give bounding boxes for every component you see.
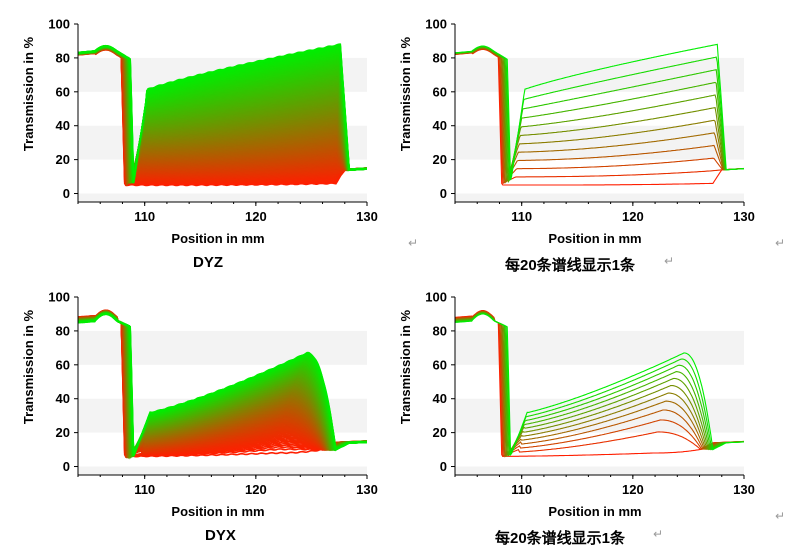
y-tick-label: 60 [56,357,70,372]
caption-dyx: DYX [205,527,236,544]
y-tick-label: 0 [440,459,447,474]
return-mark: ↵ [775,509,786,523]
y-axis-label: Transmission in % [398,309,413,424]
series-line [455,48,744,186]
series-line [455,47,744,183]
y-tick-label: 0 [440,186,447,201]
y-tick-label: 60 [56,84,70,99]
series-line [455,47,744,181]
chart-dyz-sub: 0 20 40 60 80 100 110 120 130 Position in mm Trans… [398,17,755,247]
y-axis-label: Transmission in % [21,309,36,424]
x-tick-label: 120 [622,209,644,224]
y-tick-label: 0 [63,186,70,201]
y-tick-label: 80 [56,50,70,65]
caption-dyz: DYZ [193,254,223,271]
return-mark: ↵ [775,236,786,250]
series-line [455,311,744,457]
y-tick-label: 100 [48,290,70,305]
return-mark: ↵ [653,527,664,541]
y-tick-label: 20 [433,425,447,440]
x-tick-label: 110 [134,482,155,497]
series-line [455,310,744,457]
x-tick-label: 110 [511,209,532,224]
return-mark: ↵ [408,236,419,250]
x-tick-label: 130 [733,482,755,497]
y-tick-label: 100 [48,17,70,32]
y-tick-label: 80 [433,323,447,338]
series-group [455,310,744,458]
grid-band [455,159,744,194]
y-tick-label: 40 [56,118,70,133]
y-tick-label: 40 [56,391,70,406]
y-tick-label: 20 [433,152,447,167]
series-line [78,313,367,458]
y-tick-label: 60 [433,84,447,99]
y-tick-label: 40 [433,391,447,406]
x-axis-label: Position in mm [171,504,264,519]
y-tick-label: 0 [63,459,70,474]
y-tick-label: 80 [56,323,70,338]
y-tick-label: 20 [56,152,70,167]
chart-dyx-all: 0 20 40 60 80 100 110 120 130 Position in mm Trans… [21,290,378,520]
x-tick-label: 120 [245,482,267,497]
series-line [455,48,744,185]
x-axis-label: Position in mm [548,231,641,246]
series-line [455,313,744,457]
series-line [78,43,367,181]
return-mark: ↵ [664,254,675,268]
y-tick-label: 100 [425,290,447,305]
x-axis-label: Position in mm [548,504,641,519]
y-axis-label: Transmission in % [398,36,413,151]
y-tick-label: 20 [56,425,70,440]
chart-dyx-sub: 0 20 40 60 80 100 110 120 130 Position in mm Trans… [398,290,755,520]
grid-band [455,91,744,126]
x-tick-label: 120 [245,209,267,224]
x-tick-label: 130 [733,209,755,224]
y-axis-label: Transmission in % [21,36,36,151]
series-group [78,309,367,460]
x-tick-label: 130 [356,209,378,224]
series-group [78,43,367,187]
series-line [455,43,744,181]
series-group [455,43,744,186]
series-line [455,310,744,458]
grid-band [455,24,744,58]
x-tick-label: 110 [134,209,155,224]
series-line [455,311,744,458]
series-line [455,48,744,185]
y-tick-label: 60 [433,357,447,372]
x-tick-label: 110 [511,482,532,497]
caption-dyz-subset: 每20条谱线显示1条 [505,257,636,274]
series-line [455,47,744,184]
x-tick-label: 120 [622,482,644,497]
y-tick-label: 80 [433,50,447,65]
x-axis-label: Position in mm [171,231,264,246]
y-tick-label: 40 [433,118,447,133]
series-line [455,311,744,458]
x-tick-label: 130 [356,482,378,497]
series-line [455,310,744,457]
series-line [455,47,744,184]
caption-dyx-subset: 每20条谱线显示1条 [495,530,626,547]
chart-dyz-all: 0 20 40 60 80 100 110 120 130 Position in mm Trans… [21,17,378,247]
y-tick-label: 100 [425,17,447,32]
